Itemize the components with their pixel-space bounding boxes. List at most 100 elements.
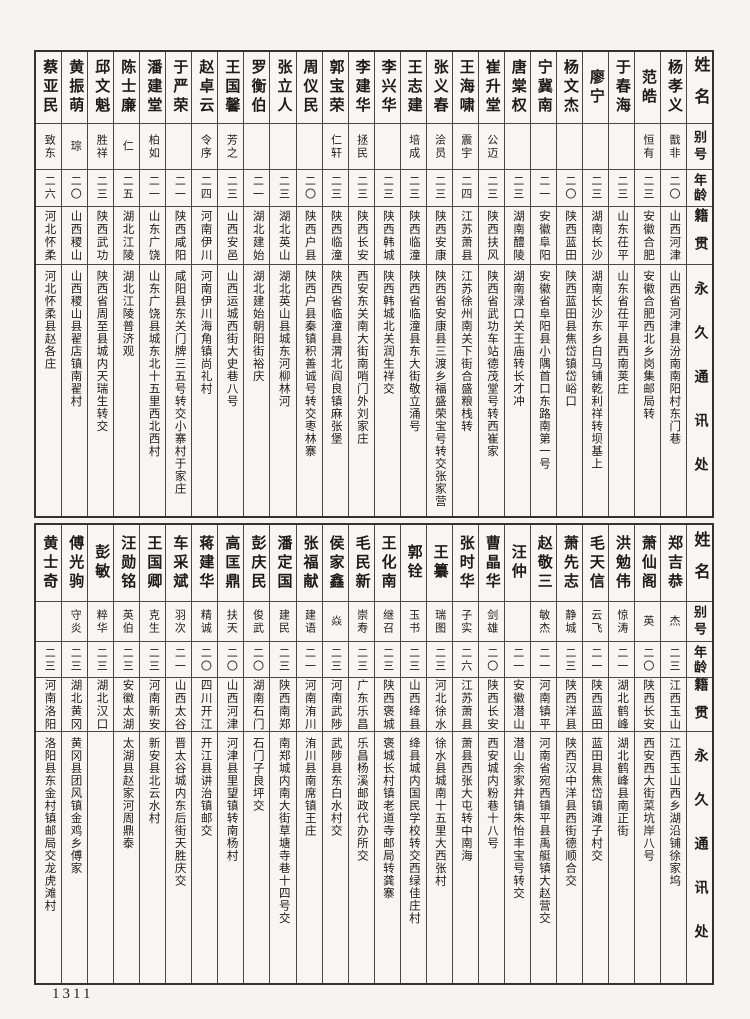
entry-age: 二一 <box>166 642 192 678</box>
entry-name: 毛天信 <box>582 525 608 602</box>
entry-origin: 河南镇平 <box>530 678 556 732</box>
entry-origin: 陕西户县 <box>296 207 322 265</box>
entry-alias: 继召 <box>374 602 400 642</box>
entry-name: 赵卓云 <box>192 52 218 124</box>
entry-name: 于严荣 <box>166 52 192 124</box>
entry-age-text: 二三 <box>563 646 576 673</box>
entry-alias-text: 戬非 <box>667 133 680 160</box>
entry-address: 黄冈县团风镇金鸡乡傅家 <box>62 732 87 983</box>
entry-column: 侯家鑫焱二三 河南武陟 武陟县东白水村交 <box>322 525 349 983</box>
entry-column: 王海啸 震宇 二四 江苏萧县 江苏徐州南关下街合盛粮栈转 <box>452 52 479 516</box>
entry-origin-text: 陕西临潼 <box>407 209 420 262</box>
entry-origin-text: 湖南石门 <box>251 678 264 731</box>
page-number: 1311 <box>52 986 94 1002</box>
entry-address-text: 山东广饶县城东北十五里西北西村 <box>147 270 160 458</box>
entry-address-text: 西安东关南大街南哨门外刘家庄 <box>355 270 368 445</box>
entry-alias-text: 拯民 <box>355 133 368 160</box>
entry-address-text: 潜山余家井镇朱怡丰宝号转交 <box>512 737 525 900</box>
entry-alias: 俊武 <box>244 602 270 642</box>
entry-alias: 羽次 <box>166 602 192 642</box>
entry-address: 晋太谷城内东后街天胜庆交 <box>166 732 191 983</box>
entry-alias-text: 杰 <box>667 615 680 628</box>
entry-origin: 安徽阜阳 <box>530 207 556 265</box>
entry-alias-text: 精诚 <box>199 608 212 635</box>
entry-origin-text: 安徽太湖 <box>121 678 134 731</box>
entry-age-text: 二〇 <box>303 175 316 201</box>
entry-age-text: 二三 <box>225 175 238 201</box>
entry-origin-text: 陕西临潼 <box>329 209 342 262</box>
entry-address-text: 西安城内粉巷十八号 <box>485 737 498 850</box>
entry-origin: 山东茌平 <box>608 207 634 265</box>
entry-column: 萧先志 静城 二三 陕西洋县 陕西汉中洋县西街德顺合交 <box>556 525 583 983</box>
entry-age-text: 二〇 <box>641 646 654 673</box>
entry-alias-text: 瑞图 <box>433 608 446 635</box>
header-label: 别号 <box>691 604 707 639</box>
entry-age-text: 二三 <box>381 646 394 673</box>
entry-address: 咸阳县东关门牌三五号转交小寨村于家庄 <box>166 265 191 516</box>
entry-age-text: 二一 <box>173 646 186 673</box>
entry-age-text: 二三 <box>589 175 602 201</box>
entry-name: 李兴华 <box>374 52 400 124</box>
entry-address-text: 河津县里望镇转南杨村 <box>225 737 238 862</box>
entry-alias <box>504 124 530 170</box>
entry-age-text: 二三 <box>43 646 56 673</box>
entry-name-text: 彭敏 <box>93 544 110 582</box>
entry-name: 潘定国 <box>270 525 296 602</box>
entry-column: 杨文杰 二〇 陕西蓝田 陕西蓝田县焦岱镇岱峪口 <box>556 52 583 516</box>
entry-address: 洛阳县东金村镇邮局交龙虎滩村 <box>36 732 61 983</box>
entry-age-text: 二三 <box>277 646 290 673</box>
entry-address-text: 南郑城内南大街草塘寺巷十四号交 <box>277 737 290 925</box>
entry-name: 曹晶华 <box>478 525 504 602</box>
entry-column: 潘定国 建民 二三 陕西南郑 南郑城内南大街草塘寺巷十四号交 <box>270 525 297 983</box>
entry-name-text: 陈士廉 <box>119 59 136 116</box>
entry-origin-text: 江西玉山 <box>668 678 681 731</box>
entry-alias: 敏杰 <box>530 602 556 642</box>
entry-age: 二一 <box>166 170 192 207</box>
entry-alias: 芳之 <box>218 124 244 170</box>
entry-age-text: 二四 <box>459 175 472 201</box>
entry-alias: 培成 <box>400 124 426 170</box>
entry-address: 褒城长村镇老道寺邮局转龚寨 <box>375 732 400 983</box>
entry-name: 黄士奇 <box>36 525 62 602</box>
entry-alias <box>556 124 582 170</box>
entry-origin-text: 陕西安康 <box>433 209 446 262</box>
header-label: 永久通讯处 <box>692 280 708 501</box>
entry-alias-text: 浍员 <box>433 133 446 160</box>
entry-age: 二三 <box>660 642 686 678</box>
entry-origin: 河南武陟 <box>322 678 348 732</box>
entry-address-text: 湖南渌口关王庙转长才冲 <box>512 270 525 408</box>
entry-age-text: 二三 <box>355 175 368 201</box>
entry-origin-text: 湖北鹤峰 <box>616 678 629 731</box>
entry-address-text: 安徽省阜阳县小隅首口东路南第一号 <box>538 270 551 470</box>
entry-name-text: 车采斌 <box>171 534 188 592</box>
entry-alias: 英伯 <box>114 602 140 642</box>
entry-address-text: 洧川县南席镇王庄 <box>303 737 316 837</box>
entry-column: 傅光驹 守炎 二三 湖北黄冈 黄冈县团风镇金鸡乡傅家 <box>62 525 89 983</box>
entry-address-text: 陕西蓝田县焦岱镇岱峪口 <box>564 270 577 408</box>
entry-name: 张时华 <box>452 525 478 602</box>
entry-age: 二六 <box>452 642 478 678</box>
entry-age: 二三 <box>36 642 62 678</box>
entry-origin-text: 陕西洋县 <box>564 678 577 731</box>
entry-column: 赵卓云 令序 二四 河南伊川 河南伊川海角镇尚礼村 <box>192 52 219 516</box>
entry-name-text: 杨孝义 <box>665 59 682 116</box>
entry-column: 宁冀南 二一 安徽阜阳 安徽省阜阳县小隅首口东路南第一号 <box>530 52 557 516</box>
entry-age-text: 二〇 <box>199 646 212 673</box>
directory-table-bottom: 姓名 别号 年龄 籍贯 永久通讯处 郑吉恭杰二三 江西玉山 江西玉山西乡湖沿铺徐家坞 萧仙阁英二… <box>34 523 714 985</box>
entry-alias <box>504 602 530 642</box>
entry-alias-text: 建语 <box>303 608 316 635</box>
entry-address: 安徽省阜阳县小隅首口东路南第一号 <box>531 265 556 516</box>
entry-origin: 湖北英山 <box>270 207 296 265</box>
entry-alias-text: 俊武 <box>251 608 264 635</box>
entry-origin: 河南洛阳 <box>36 678 62 732</box>
entry-alias-text: 扶天 <box>225 608 238 635</box>
header-label: 别号 <box>691 129 707 164</box>
entry-name-text: 郭铨 <box>405 544 422 582</box>
entry-address: 新安县北云水村 <box>140 732 165 983</box>
entry-name: 蒋建华 <box>192 525 218 602</box>
entry-origin: 河北徐水 <box>426 678 452 732</box>
entry-column: 李建华 拯民 二三 陕西长安 西安东关南大街南哨门外刘家庄 <box>348 52 375 516</box>
entry-origin: 陕西扶风 <box>478 207 504 265</box>
entry-address: 陕西蓝田县焦岱镇岱峪口 <box>557 265 582 516</box>
entry-age: 二一 <box>296 642 322 678</box>
